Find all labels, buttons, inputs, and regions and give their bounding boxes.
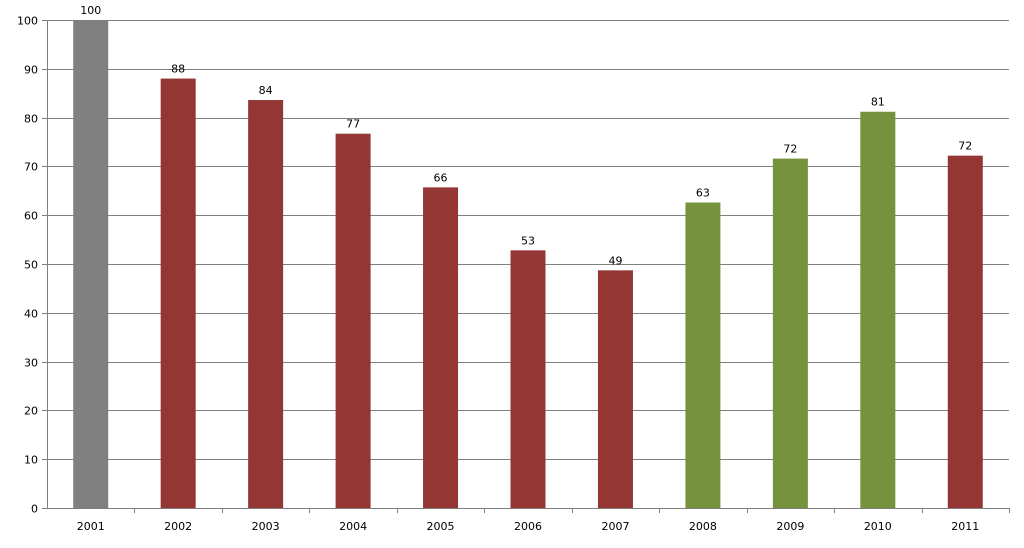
x-tick-label-2010: 2010 xyxy=(864,520,892,533)
data-label-2006: 53 xyxy=(521,234,535,247)
x-tick-label-2006: 2006 xyxy=(514,520,542,533)
data-label-2005: 66 xyxy=(434,171,448,184)
axes: 0 10 20 30 40 50 60 70 80 90 100 2001 2002 2003 2004 20… xyxy=(17,15,1010,533)
data-label-2001: 100 xyxy=(80,4,101,17)
x-tick-label-2003: 2003 xyxy=(252,520,280,533)
x-tick-label-2001: 2001 xyxy=(77,520,105,533)
bar-2006 xyxy=(510,250,546,508)
x-tick-label-2011: 2011 xyxy=(951,520,979,533)
y-tick-label: 0 xyxy=(31,503,38,516)
x-tick-label-2008: 2008 xyxy=(689,520,717,533)
x-tick-label-2005: 2005 xyxy=(427,520,455,533)
bar-2003 xyxy=(248,100,284,509)
data-label-2010: 81 xyxy=(871,96,885,109)
data-labels: 100 88 84 77 66 53 49 63 72 81 72 xyxy=(80,4,972,267)
bar-2007 xyxy=(597,270,633,508)
data-label-2003: 84 xyxy=(259,84,273,97)
data-label-2009: 72 xyxy=(783,143,797,156)
bar-2002 xyxy=(160,78,196,508)
x-tick-label-2004: 2004 xyxy=(339,520,367,533)
data-label-2004: 77 xyxy=(346,118,360,131)
y-tick-label: 40 xyxy=(24,308,38,321)
x-tick-label-2007: 2007 xyxy=(601,520,629,533)
data-label-2011: 72 xyxy=(958,140,972,153)
x-tick-label-2002: 2002 xyxy=(164,520,192,533)
x-tick-label-2009: 2009 xyxy=(776,520,804,533)
bar-2011 xyxy=(947,155,983,508)
bar-2005 xyxy=(423,187,459,508)
y-tick-label: 100 xyxy=(17,15,38,28)
y-tick-label: 10 xyxy=(24,454,38,467)
y-tick-label: 90 xyxy=(24,64,38,77)
bar-2008 xyxy=(685,202,721,508)
y-tick-label: 20 xyxy=(24,405,38,418)
data-label-2002: 88 xyxy=(171,63,185,76)
bars xyxy=(73,20,983,509)
y-tick-label: 60 xyxy=(24,210,38,223)
y-tick-label: 50 xyxy=(24,259,38,272)
bar-2009 xyxy=(772,158,808,509)
bar-2001 xyxy=(73,20,109,508)
bar-2004 xyxy=(335,133,371,509)
bar-2010 xyxy=(860,111,896,508)
data-label-2007: 49 xyxy=(608,254,622,267)
y-tick-label: 80 xyxy=(24,113,38,126)
y-tick-label: 30 xyxy=(24,357,38,370)
y-tick-label: 70 xyxy=(24,161,38,174)
data-label-2008: 63 xyxy=(696,187,710,200)
